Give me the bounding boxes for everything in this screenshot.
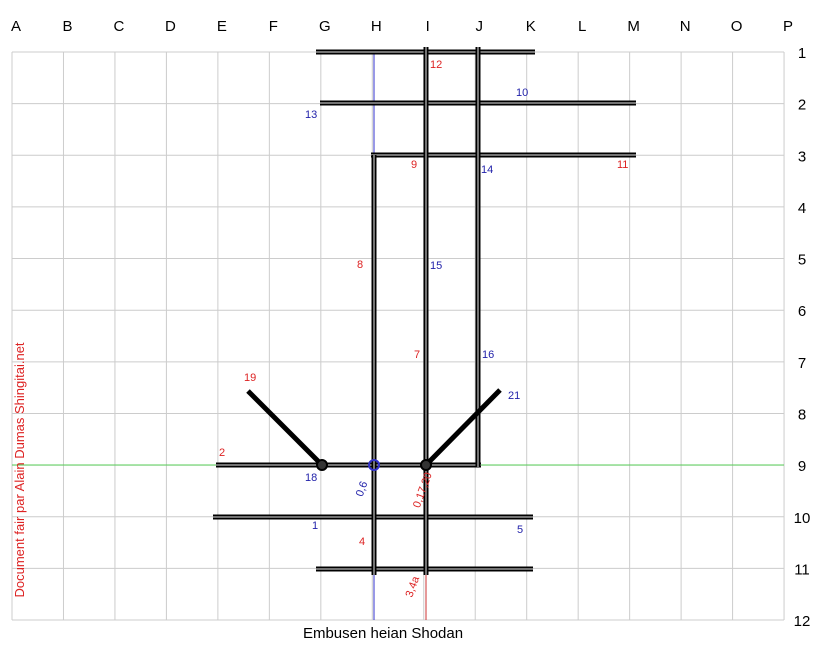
column-label: F <box>269 18 278 35</box>
step-label: 2 <box>219 447 225 459</box>
column-label: C <box>114 18 125 35</box>
row-label: 2 <box>798 97 806 114</box>
row-label: 4 <box>798 200 806 217</box>
step-label: 15 <box>430 260 442 272</box>
column-label: J <box>475 18 483 35</box>
column-label: A <box>11 18 21 35</box>
column-label: I <box>426 18 430 35</box>
column-label: K <box>526 18 536 35</box>
column-label: O <box>731 18 743 35</box>
column-label: M <box>627 18 640 35</box>
step-label: 12 <box>430 59 442 71</box>
step-label: 14 <box>481 164 493 176</box>
node <box>368 459 380 471</box>
step-label: 11 <box>617 159 628 171</box>
step-label: 3,4a <box>404 574 423 599</box>
column-label: P <box>783 18 793 35</box>
row-label: 1 <box>798 45 806 62</box>
step-label: 19 <box>244 372 256 384</box>
column-label: B <box>62 18 72 35</box>
row-label: 7 <box>798 355 806 372</box>
column-label: L <box>578 18 586 35</box>
step-label: 1 <box>312 520 318 532</box>
row-label: 9 <box>798 458 806 475</box>
diagonal-path <box>246 389 324 467</box>
step-label: 5 <box>517 524 523 536</box>
row-label: 11 <box>794 561 810 578</box>
node <box>420 459 432 471</box>
diagonal-path <box>424 388 502 467</box>
step-label: 4 <box>359 536 365 548</box>
column-label: G <box>319 18 331 35</box>
node <box>316 459 328 471</box>
step-label: 0,17,20 <box>411 471 435 510</box>
row-label: 3 <box>798 148 806 165</box>
column-label: H <box>371 18 382 35</box>
step-label: 0,6 <box>354 480 371 498</box>
row-label: 10 <box>794 510 811 527</box>
step-label: 7 <box>414 349 420 361</box>
column-label: D <box>165 18 176 35</box>
row-label: 8 <box>798 406 806 423</box>
row-label: 12 <box>794 613 811 630</box>
step-label: 9 <box>411 159 417 171</box>
nodes <box>316 459 432 471</box>
blue-labels: 13 10 14 15 16 21 18 0,6 1 5 <box>305 87 528 536</box>
row-label: 5 <box>798 252 806 269</box>
step-label: 13 <box>305 109 317 121</box>
step-label: 21 <box>508 390 520 402</box>
column-label: E <box>217 18 227 35</box>
column-label: N <box>680 18 691 35</box>
step-label: 16 <box>482 349 494 361</box>
step-label: 10 <box>516 87 528 99</box>
footer-title: Embusen heian Shodan <box>303 625 463 642</box>
row-label: 6 <box>798 303 806 320</box>
step-label: 8 <box>357 259 363 271</box>
step-label: 18 <box>305 472 317 484</box>
credit: Document fair par Alain Dumas Shingitai.… <box>12 342 27 597</box>
paths <box>213 47 636 575</box>
grid <box>11 51 785 621</box>
